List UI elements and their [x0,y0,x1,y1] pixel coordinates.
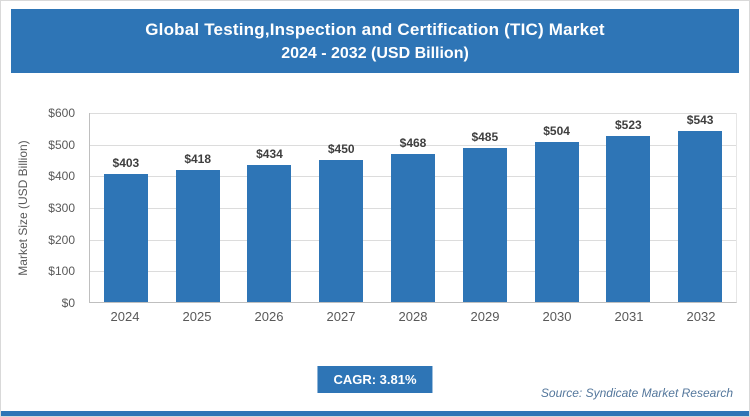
y-axis-tick-label: $200 [48,232,75,247]
bar [678,131,723,302]
bar-value-label: $485 [471,130,499,145]
bar [175,169,220,302]
x-axis-tick-label: 2027 [326,309,356,324]
gridline [90,113,736,114]
plot-area: $403 $418 $434 $450 $468 $485 $504 $523 $543 [89,113,737,303]
x-axis-tick-label: 2025 [182,309,212,324]
bar [103,174,148,302]
bar [319,159,364,302]
x-axis-tick-label: 2026 [254,309,284,324]
x-axis-tick-label: 2030 [542,309,572,324]
chart-title-banner: Global Testing,Inspection and Certificat… [11,9,739,73]
bar-group: $450 [305,113,377,302]
bar-group: $485 [449,113,521,302]
y-axis-tick-label: $500 [48,137,75,152]
bars: $403 $418 $434 $450 $468 $485 $504 $523 $543 [90,113,736,302]
bar [247,164,292,302]
bar-group: $434 [234,113,306,302]
y-axis-tick-label: $600 [48,106,75,120]
bar-value-label: $450 [327,141,355,156]
chart-title-line2: 2024 - 2032 (USD Billion) [281,44,469,62]
bar-value-label: $504 [543,124,570,139]
x-axis-tick-label: 2031 [614,309,644,324]
bar [606,136,651,302]
y-axis-tick-label: $400 [48,169,75,184]
bar-group: $543 [664,113,736,302]
source-text: Source: Syndicate Market Research [540,386,733,400]
bar-value-label: $523 [615,118,642,133]
bottom-accent-bar [1,411,749,416]
cagr-badge: CAGR: 3.81% [317,366,433,393]
y-axis-tick-label: $100 [48,264,75,279]
x-axis-tick-label: 2028 [398,309,428,324]
x-axis-tick-label: 2029 [470,309,500,324]
y-axis-tick-label: $0 [61,296,75,310]
x-axis-tick-label: 2024 [110,309,140,324]
chart-title-line1: Global Testing,Inspection and Certificat… [145,19,605,39]
bar-value-label: $468 [399,135,427,150]
bar-value-label: $434 [256,146,283,161]
x-axis-ticks: 2024 2025 2026 2027 2028 2029 2030 2031 2032 [89,309,737,324]
y-axis-tick-label: $300 [48,201,75,215]
bar-group: $418 [162,113,234,302]
bar-value-label: $543 [686,113,714,127]
bar [534,142,579,302]
y-axis-ticks: $0 $100 $200 $300 $400 $500 $600 [1,106,83,310]
bar-group: $468 [377,113,449,302]
bar [391,153,436,302]
bar-group: $523 [592,113,664,302]
bar-value-label: $403 [112,156,140,171]
bar-value-label: $418 [184,151,212,166]
bar-group: $403 [90,113,162,302]
cagr-label: CAGR: 3.81% [333,372,417,387]
bar [462,148,507,302]
x-axis-tick-label: 2032 [686,309,716,324]
bar-group: $504 [521,113,593,302]
gridline [90,144,736,146]
